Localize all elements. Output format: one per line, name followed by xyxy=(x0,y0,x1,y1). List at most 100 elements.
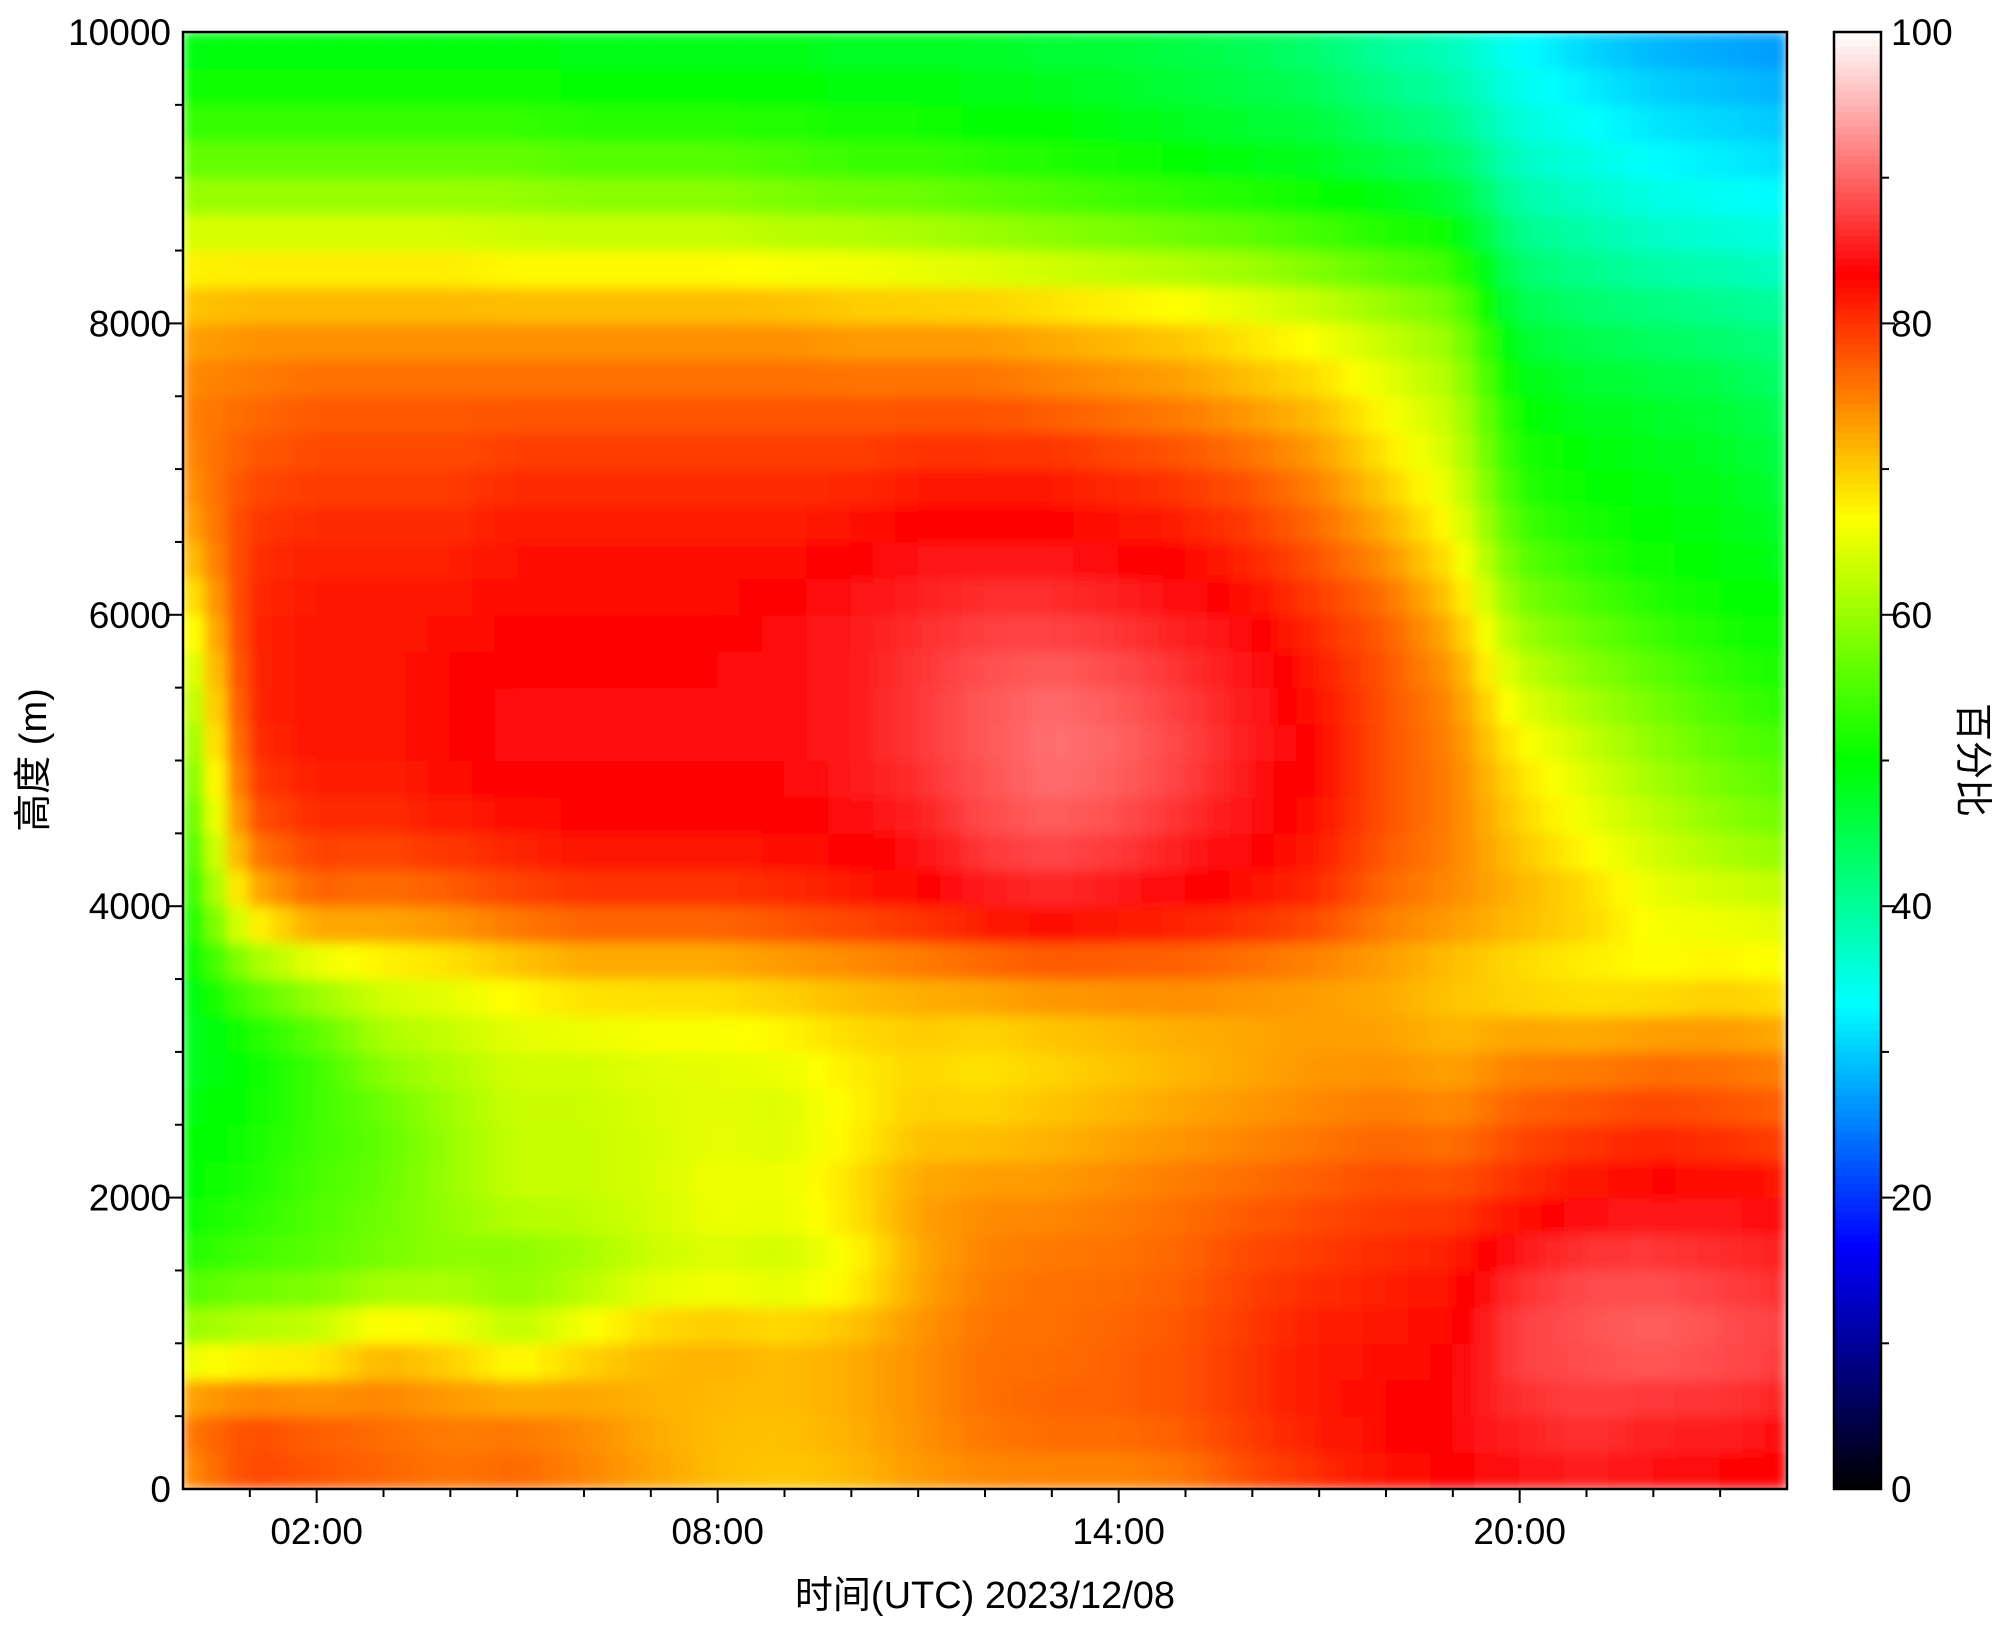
heatmap-cell xyxy=(717,541,741,579)
heatmap-cell xyxy=(1340,796,1365,834)
heatmap-cell xyxy=(1095,577,1120,616)
heatmap-cell xyxy=(1719,468,1744,507)
colorbar-step xyxy=(1834,133,1881,142)
heatmap-cell xyxy=(1519,1233,1543,1272)
heatmap-cell xyxy=(516,32,541,70)
heatmap-cell xyxy=(1563,759,1588,798)
colorbar-step xyxy=(1834,140,1881,150)
heatmap-cell xyxy=(1741,832,1766,871)
heatmap-cell xyxy=(828,687,852,725)
heatmap-cell xyxy=(627,577,652,616)
heatmap-cell xyxy=(806,942,830,980)
heatmap-cell xyxy=(1385,1269,1409,1308)
heatmap-cell xyxy=(605,869,630,907)
colorbar-step xyxy=(1834,483,1881,492)
heatmap-cell xyxy=(917,322,942,361)
heatmap-cell xyxy=(1006,687,1031,725)
colorbar-step xyxy=(1834,1444,1881,1454)
heatmap-cell xyxy=(1429,1342,1454,1381)
heatmap-cell xyxy=(472,249,496,288)
heatmap-cell xyxy=(1719,1124,1744,1162)
heatmap-cell xyxy=(783,942,808,980)
heatmap-cell xyxy=(1229,432,1253,470)
heatmap-cell xyxy=(1608,650,1632,689)
heatmap-cell xyxy=(561,1233,585,1272)
heatmap-cell xyxy=(627,942,652,980)
heatmap-cell xyxy=(249,395,273,434)
heatmap-cell xyxy=(1608,905,1632,944)
heatmap-cell xyxy=(1608,395,1632,434)
heatmap-cell xyxy=(1741,541,1766,579)
heatmap-cell xyxy=(694,140,719,179)
heatmap-cell xyxy=(1140,723,1164,762)
heatmap-cell xyxy=(1496,286,1521,324)
heatmap-cell xyxy=(1585,905,1610,944)
heatmap-cell xyxy=(1118,504,1142,543)
heatmap-cell xyxy=(204,140,229,179)
heatmap-cell xyxy=(1162,213,1187,252)
heatmap-cell xyxy=(1006,614,1031,652)
heatmap-cell xyxy=(1162,614,1187,652)
heatmap-cell xyxy=(1340,1087,1365,1126)
heatmap-cell xyxy=(1429,1197,1454,1235)
colorbar-step xyxy=(1834,1459,1881,1468)
heatmap-cell xyxy=(917,687,942,725)
heatmap-cell xyxy=(338,1197,362,1235)
heatmap-cell xyxy=(1429,1124,1454,1162)
heatmap-cell xyxy=(694,286,719,324)
heatmap-cell xyxy=(761,1451,786,1489)
heatmap-cell xyxy=(516,249,541,288)
heatmap-cell xyxy=(1140,614,1164,652)
heatmap-cell xyxy=(494,577,518,616)
heatmap-cell xyxy=(1496,177,1521,215)
heatmap-cell xyxy=(1407,32,1432,70)
heatmap-cell xyxy=(226,1233,251,1272)
heatmap-cell xyxy=(694,1342,719,1381)
heatmap-cell xyxy=(1251,577,1276,616)
heatmap-cell xyxy=(783,1160,808,1199)
heatmap-cell xyxy=(293,140,318,179)
heatmap-cell xyxy=(1318,1014,1343,1053)
heatmap-cell xyxy=(271,759,295,798)
heatmap-cell xyxy=(717,1233,741,1272)
heatmap-cell xyxy=(806,67,830,106)
heatmap-cell xyxy=(672,577,696,616)
heatmap-cell xyxy=(1296,286,1320,324)
heatmap-cell xyxy=(1118,322,1142,361)
colorbar-step xyxy=(1834,454,1881,463)
heatmap-cell xyxy=(1073,504,1097,543)
heatmap-cell xyxy=(183,1415,206,1454)
heatmap-cell xyxy=(1340,177,1365,215)
heatmap-cell xyxy=(249,1342,273,1381)
heatmap-cell xyxy=(1652,359,1677,397)
heatmap-cell xyxy=(1474,759,1498,798)
heatmap-cell xyxy=(1340,1306,1365,1344)
heatmap-cell xyxy=(427,723,451,762)
heatmap-cell xyxy=(538,1124,563,1162)
heatmap-cell xyxy=(1675,1342,1699,1381)
heatmap-cell xyxy=(1251,869,1276,907)
heatmap-cell xyxy=(1207,1160,1231,1199)
heatmap-cell xyxy=(249,1269,273,1308)
heatmap-cell xyxy=(360,213,385,252)
heatmap-cell xyxy=(1541,796,1565,834)
heatmap-cell xyxy=(672,905,696,944)
heatmap-cell xyxy=(672,541,696,579)
heatmap-cell xyxy=(873,1051,897,1089)
heatmap-cell xyxy=(895,67,919,106)
heatmap-cell xyxy=(962,104,986,142)
heatmap-cell xyxy=(226,32,251,70)
heatmap-cell xyxy=(1140,468,1164,507)
heatmap-cell xyxy=(1452,942,1476,980)
heatmap-cell xyxy=(1741,67,1766,106)
heatmap-cell xyxy=(1496,905,1521,944)
heatmap-cell xyxy=(1207,504,1231,543)
heatmap-cell xyxy=(1407,796,1432,834)
heatmap-cell xyxy=(405,1233,429,1272)
colorbar-step xyxy=(1834,359,1881,368)
heatmap-cell xyxy=(1140,1233,1164,1272)
heatmap-cell xyxy=(984,395,1008,434)
heatmap-cell xyxy=(472,577,496,616)
heatmap-cell xyxy=(1073,1306,1097,1344)
heatmap-cell xyxy=(605,1415,630,1454)
